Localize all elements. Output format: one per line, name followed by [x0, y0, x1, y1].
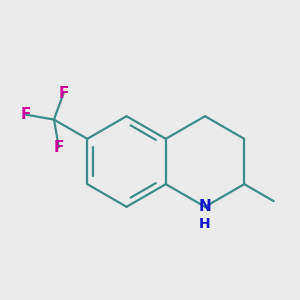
Text: F: F [21, 107, 32, 122]
Text: F: F [54, 140, 64, 155]
Text: H: H [199, 217, 211, 231]
Text: N: N [199, 199, 212, 214]
Text: F: F [58, 86, 69, 101]
